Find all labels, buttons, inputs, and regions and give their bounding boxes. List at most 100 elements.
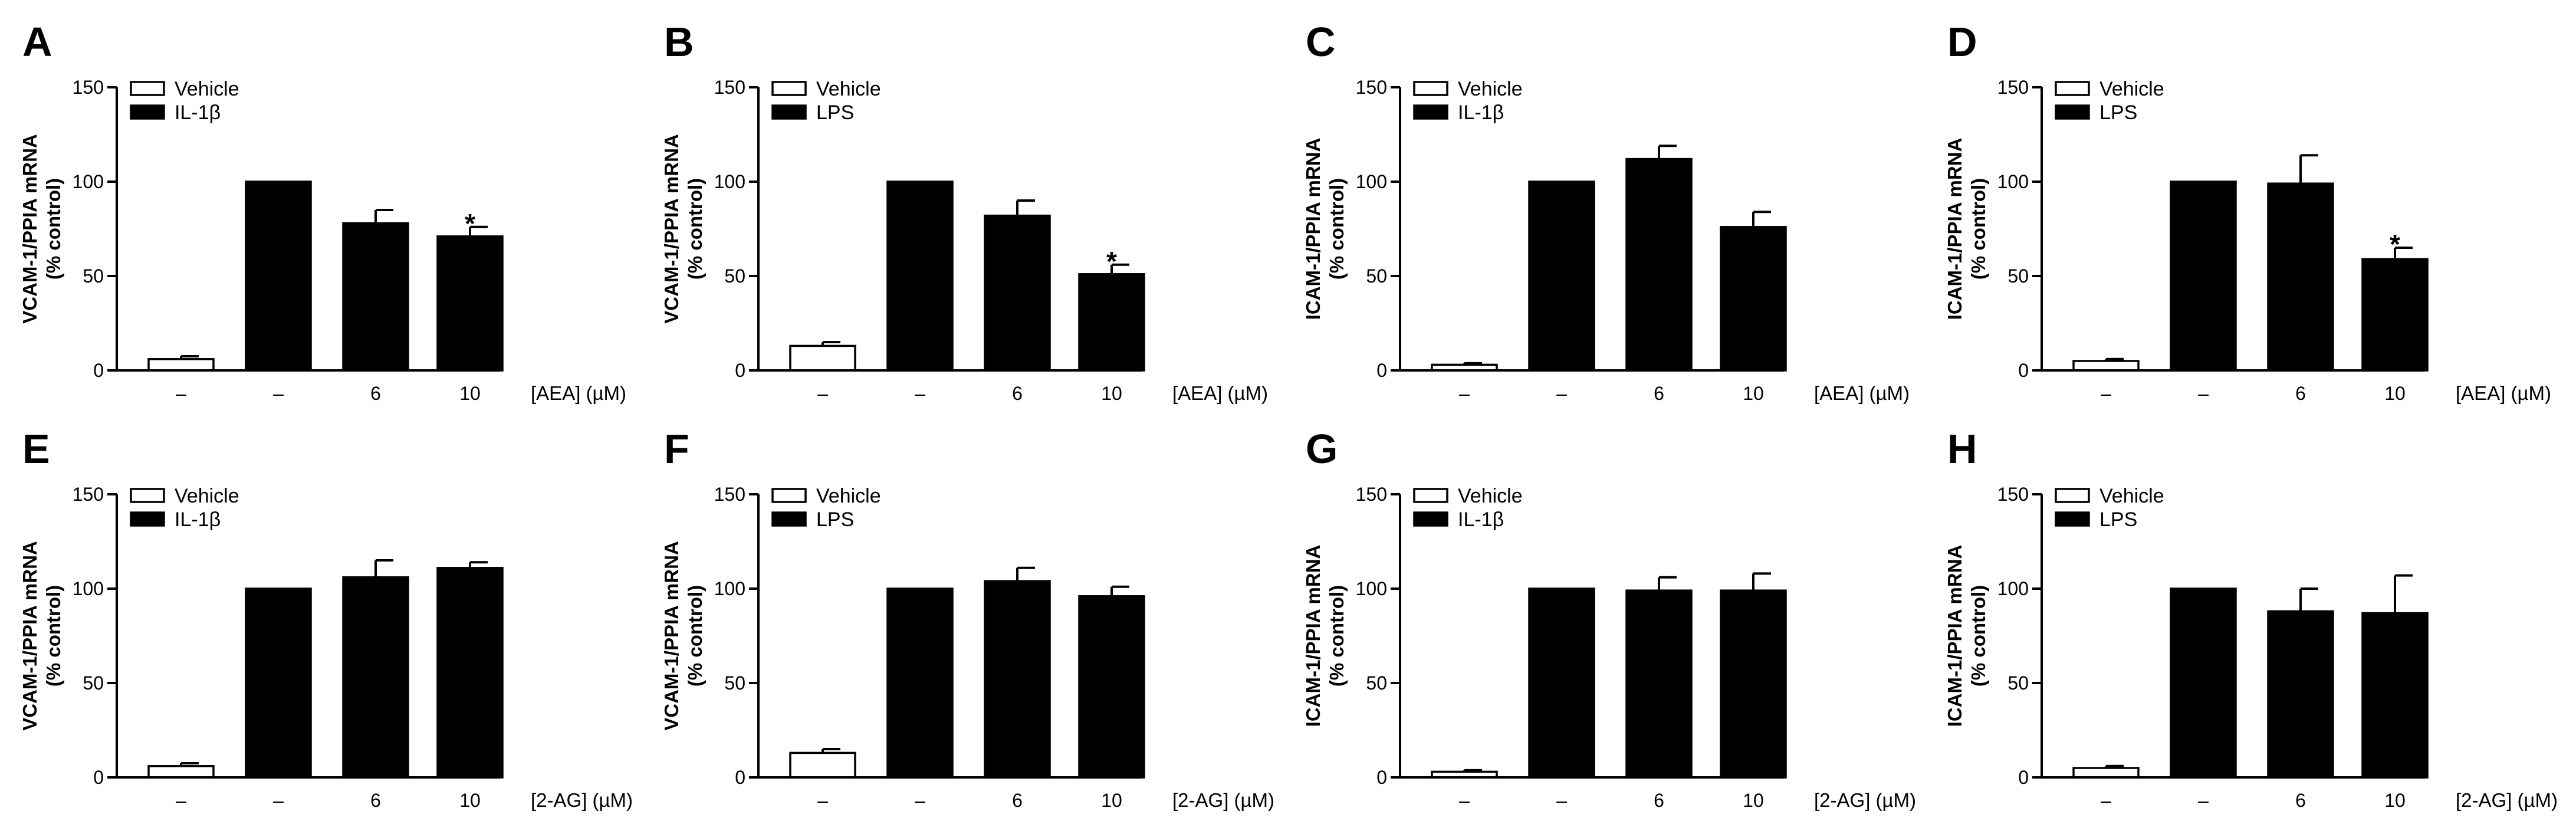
legend-swatch (1413, 104, 1448, 120)
chart-panel-F: F VCAM-1/PPIA mRNA(% control) 0 50 100 150 – – 6… (661, 426, 1274, 811)
x-tick-label: – (817, 383, 828, 404)
legend-swatch (1413, 488, 1448, 503)
bar-1 (147, 765, 215, 779)
legend-swatch (2055, 81, 2090, 96)
legend-swatch (771, 511, 807, 527)
y-tick-label: 100 (1997, 171, 2029, 192)
legend-label: Vehicle (816, 485, 881, 507)
y-tick-label: 150 (1997, 484, 2029, 505)
legend-label: Vehicle (2099, 485, 2164, 507)
panel-letter: E (22, 426, 50, 472)
legend-label: LPS (816, 101, 854, 124)
bar-2 (2170, 587, 2237, 779)
bar-3 (1625, 589, 1693, 779)
bar-4 (1720, 589, 1787, 779)
legend-label: IL-1β (1458, 101, 1504, 124)
y-tick-label: 0 (1376, 360, 1387, 381)
y-axis-label: ICAM-1/PPIA mRNA(% control) (1302, 138, 1348, 320)
y-tick-label: 100 (1997, 578, 2029, 599)
bar-4 (436, 235, 504, 372)
bar-2 (1528, 180, 1595, 372)
y-tick-label: 150 (714, 484, 745, 505)
bar-4 (1720, 226, 1787, 372)
legend-label: IL-1β (1458, 508, 1504, 531)
dose-label: [AEA] (µM) (531, 382, 626, 404)
y-tick-label: 0 (2018, 360, 2029, 381)
y-axis-label-line: ICAM-1/PPIA mRNA (1302, 545, 1324, 727)
y-axis-label-line: VCAM-1/PPIA mRNA (661, 134, 682, 323)
bar-3 (984, 580, 1051, 779)
y-tick-label: 50 (83, 672, 104, 694)
legend-swatch (130, 104, 165, 120)
y-tick-label: 150 (1356, 77, 1387, 98)
significance-marker: * (1106, 246, 1117, 277)
y-tick-label: 50 (724, 265, 745, 287)
legend-label: Vehicle (2099, 78, 2164, 100)
x-tick-label: – (1556, 383, 1567, 404)
y-axis-label: ICAM-1/PPIA mRNA(% control) (1302, 545, 1348, 727)
y-tick-label: 0 (93, 767, 104, 788)
legend-label: LPS (2099, 101, 2137, 124)
y-tick-label: 100 (73, 171, 104, 192)
bar-2 (886, 587, 954, 779)
bar-2 (245, 587, 312, 779)
x-tick-label: – (2198, 383, 2209, 404)
y-tick-label: 50 (2007, 265, 2029, 287)
legend-label: Vehicle (1458, 485, 1523, 507)
bar-2 (245, 180, 312, 372)
legend-swatch (1413, 81, 1448, 96)
legend-swatch (1413, 511, 1448, 527)
bar-1 (789, 751, 856, 779)
chart-panel-B: B VCAM-1/PPIA mRNA(% control) * 0 50 100 150 – –… (661, 19, 1268, 404)
legend-label: Vehicle (816, 78, 881, 100)
y-tick-label: 100 (73, 578, 104, 599)
panel-letter: A (22, 19, 52, 65)
y-axis-label: VCAM-1/PPIA mRNA(% control) (19, 541, 64, 730)
x-tick-label: 10 (1101, 383, 1122, 404)
legend-label: LPS (2099, 508, 2137, 531)
legend-label: LPS (816, 508, 854, 531)
significance-marker: * (2390, 229, 2400, 260)
y-axis-label-line: (% control) (1967, 585, 1989, 687)
bar-3 (342, 222, 409, 372)
y-axis-label-line: VCAM-1/PPIA mRNA (19, 541, 41, 730)
dose-label: [AEA] (µM) (2456, 382, 2551, 404)
bar-4 (1078, 273, 1145, 372)
bar-3 (984, 214, 1051, 372)
y-tick-label: 0 (2018, 767, 2029, 788)
x-tick-label: – (273, 790, 284, 811)
panel-letter: F (664, 426, 689, 472)
dose-label: [AEA] (µM) (1172, 382, 1268, 404)
bar-3 (2267, 610, 2334, 779)
bar-2 (1528, 587, 1595, 779)
bar-1 (2072, 767, 2140, 779)
bar-3 (342, 576, 409, 779)
legend-swatch (130, 81, 165, 96)
panel-letter: C (1306, 19, 1336, 65)
y-tick-label: 0 (735, 360, 745, 381)
x-tick-label: 6 (370, 383, 381, 404)
y-axis-label-line: (% control) (1326, 178, 1348, 280)
x-tick-label: – (273, 383, 284, 404)
y-axis-label-line: ICAM-1/PPIA mRNA (1302, 138, 1324, 320)
x-tick-label: – (915, 790, 925, 811)
x-tick-label: – (817, 790, 828, 811)
y-tick-label: 100 (1356, 578, 1387, 599)
x-tick-label: 10 (1101, 790, 1122, 811)
y-axis-label: VCAM-1/PPIA mRNA(% control) (661, 134, 706, 323)
y-tick-label: 100 (714, 171, 745, 192)
x-tick-label: 6 (1654, 383, 1664, 404)
y-axis-label-line: (% control) (684, 178, 706, 280)
x-tick-label: – (915, 383, 925, 404)
x-tick-label: 10 (459, 383, 481, 404)
legend-swatch (771, 104, 807, 120)
significance-marker: * (465, 208, 475, 239)
dose-label: [AEA] (µM) (1814, 382, 1910, 404)
bar-2 (2170, 180, 2237, 372)
y-tick-label: 50 (1366, 265, 1387, 287)
x-tick-label: 6 (2295, 790, 2306, 811)
y-tick-label: 150 (1997, 77, 2029, 98)
dose-label: [2-AG] (µM) (2456, 789, 2558, 811)
chart-panel-A: A VCAM-1/PPIA mRNA(% control) * 0 50 100 150 – –… (19, 19, 626, 404)
